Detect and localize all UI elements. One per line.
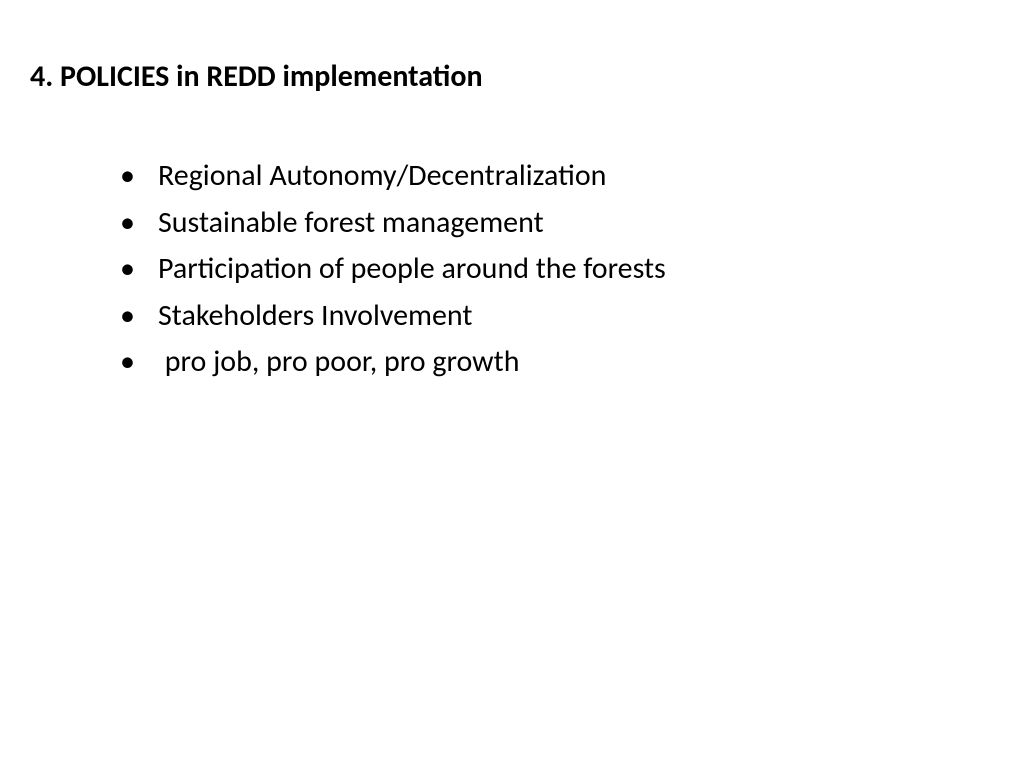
bullet-list: Regional Autonomy/Decentralization Susta… — [30, 153, 994, 386]
list-item: Participation of people around the fores… — [120, 246, 994, 293]
slide: 4. POLICIES in REDD implementation Regio… — [0, 0, 1024, 768]
list-item: Sustainable forest management — [120, 200, 994, 247]
slide-title: 4. POLICIES in REDD implementation — [30, 58, 994, 95]
list-item: Regional Autonomy/Decentralization — [120, 153, 994, 200]
list-item: pro job, pro poor, pro growth — [120, 339, 994, 386]
list-item: Stakeholders Involvement — [120, 293, 994, 340]
